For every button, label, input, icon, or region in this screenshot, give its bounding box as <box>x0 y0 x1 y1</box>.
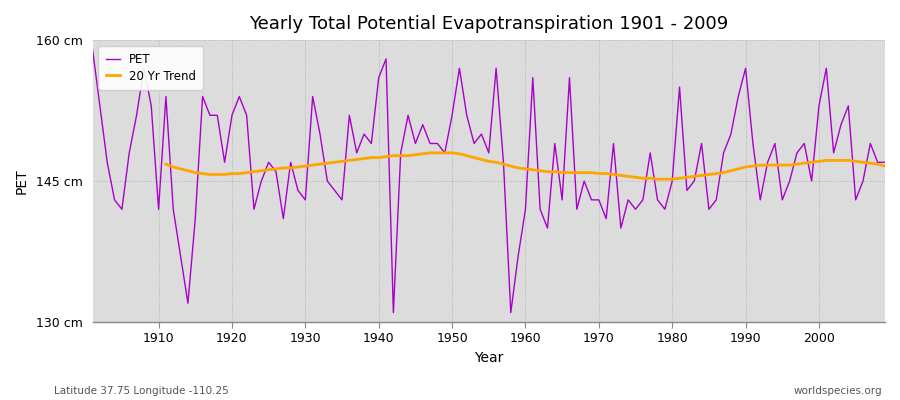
20 Yr Trend <box>351 157 362 162</box>
Text: worldspecies.org: worldspecies.org <box>794 386 882 396</box>
PET <box>87 47 98 52</box>
20 Yr Trend <box>652 177 663 182</box>
20 Yr Trend <box>527 167 538 172</box>
Text: Latitude 37.75 Longitude -110.25: Latitude 37.75 Longitude -110.25 <box>54 386 229 396</box>
20 Yr Trend <box>381 154 392 159</box>
PET <box>351 150 362 155</box>
20 Yr Trend <box>879 164 890 168</box>
PET <box>879 160 890 165</box>
20 Yr Trend <box>740 164 751 169</box>
Legend: PET, 20 Yr Trend: PET, 20 Yr Trend <box>98 46 203 90</box>
PET <box>307 94 318 99</box>
PET <box>146 104 157 108</box>
PET <box>520 207 531 212</box>
Line: PET: PET <box>93 50 885 313</box>
20 Yr Trend <box>329 160 340 165</box>
20 Yr Trend <box>425 150 436 155</box>
Line: 20 Yr Trend: 20 Yr Trend <box>166 153 885 179</box>
20 Yr Trend <box>160 162 171 166</box>
Title: Yearly Total Potential Evapotranspiration 1901 - 2009: Yearly Total Potential Evapotranspiratio… <box>249 15 728 33</box>
X-axis label: Year: Year <box>474 351 503 365</box>
PET <box>527 75 538 80</box>
PET <box>388 310 399 315</box>
Y-axis label: PET: PET <box>15 168 29 194</box>
PET <box>616 226 626 230</box>
20 Yr Trend <box>549 169 560 174</box>
